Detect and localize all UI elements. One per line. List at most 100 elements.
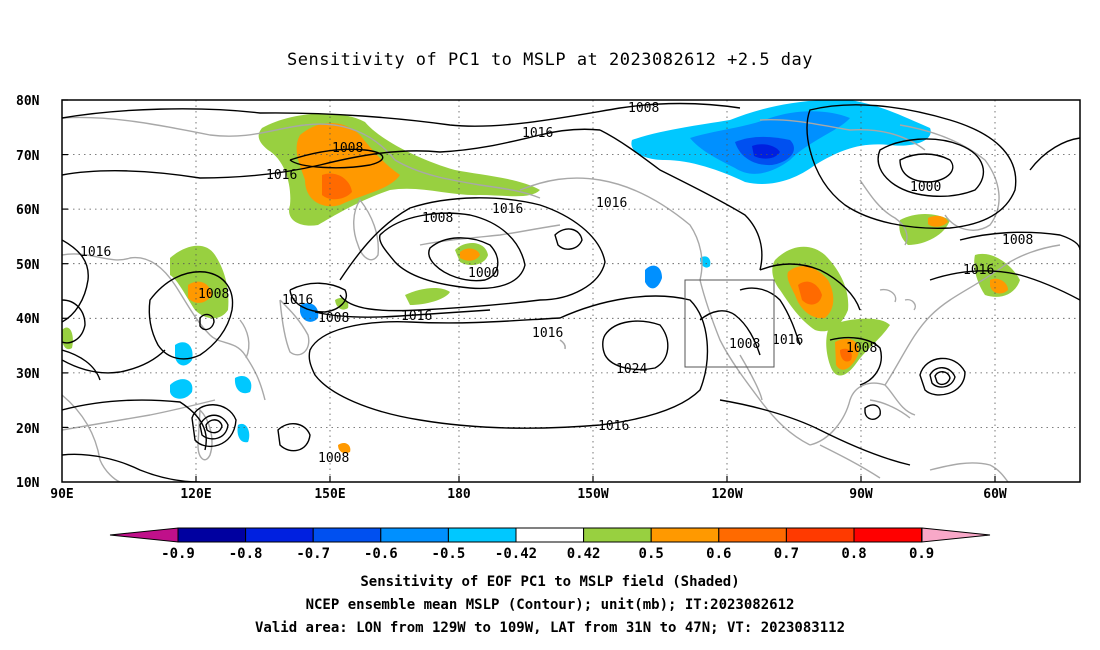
lat-label: 80N xyxy=(16,94,40,109)
contour-gulf-1008 xyxy=(829,336,882,386)
contour-label: 1008 xyxy=(318,311,349,326)
contour-label: 1016 xyxy=(266,168,297,183)
shaded-sensitivity xyxy=(62,100,1020,454)
contour-label: 1016 xyxy=(532,326,563,341)
shade-taiwan-blue xyxy=(234,375,252,394)
contour-label: 1016 xyxy=(963,263,994,278)
colorbar-label: -0.7 xyxy=(296,546,330,562)
lat-label: 50N xyxy=(16,258,40,273)
shade-atl-green xyxy=(974,253,1020,297)
contour-atl-low-b xyxy=(934,371,951,386)
contour-label: 1008 xyxy=(1002,233,1033,248)
contour-ph-low-b xyxy=(205,419,223,434)
lat-label: 20N xyxy=(16,422,40,437)
contour-west-b xyxy=(62,349,101,381)
contour-label: 1008 xyxy=(628,101,659,116)
contour-sw-1008 xyxy=(699,310,761,356)
colorbar-swatch xyxy=(312,527,382,543)
coast-china-south xyxy=(62,399,216,431)
mslp-contours xyxy=(62,102,1080,482)
contour-lab-1000 xyxy=(877,138,985,198)
lon-label: 180 xyxy=(447,487,471,502)
coast-central-america xyxy=(819,444,881,479)
contour-ne-atl xyxy=(1029,137,1080,171)
contour-label: 1016 xyxy=(282,293,313,308)
shade-na-orange2 xyxy=(798,281,822,305)
shade-arctic-darkest xyxy=(752,144,780,159)
colorbar: -0.9 -0.8 -0.7 -0.6 -0.5 -0.42 0.42 0.5 0.6 0.7 0.… xyxy=(109,527,991,562)
shade-ph-blue xyxy=(237,423,250,443)
coast-arctic-islands xyxy=(759,118,926,151)
lon-label: 120W xyxy=(711,487,742,502)
lat-label: 10N xyxy=(16,476,40,491)
coast-greenland xyxy=(899,124,1000,231)
contour-label: 1016 xyxy=(772,333,803,348)
contour-label: 1024 xyxy=(616,362,647,377)
contour-atl-1016 xyxy=(929,270,1080,301)
coast-asia-east xyxy=(62,253,266,401)
contour-aleut-1016 xyxy=(339,197,606,312)
contour-label: 1008 xyxy=(729,337,760,352)
footer-line-2: NCEP ensemble mean MSLP (Contour); unit(… xyxy=(305,597,795,613)
lat-label: 40N xyxy=(16,312,40,327)
contour-label: 1016 xyxy=(596,196,627,211)
colorbar-label: 0.6 xyxy=(706,546,731,562)
shade-china-blue xyxy=(175,342,193,366)
contour-label: 1008 xyxy=(318,451,349,466)
colorbar-swatch xyxy=(853,527,923,543)
colorbar-swatch xyxy=(380,527,449,543)
shade-atl-orange xyxy=(990,278,1008,294)
colorbar-swatch xyxy=(245,527,314,543)
shade-gulf-red xyxy=(840,348,852,362)
contour-atl-low-c xyxy=(919,357,966,396)
contour-japan-1008 xyxy=(314,309,491,318)
colorbar-label: 0.8 xyxy=(841,546,866,562)
contour-ph-low-c xyxy=(191,404,237,448)
contour-label: 1016 xyxy=(401,309,432,324)
lat-label: 60N xyxy=(16,203,40,218)
colorbar-swatch xyxy=(515,527,585,543)
coast-kamchatka xyxy=(353,198,379,261)
contour-lab-1000b xyxy=(899,153,954,183)
coast-indochina xyxy=(62,394,121,482)
contour-na-1016 xyxy=(759,263,861,311)
contour-lab-outer xyxy=(806,104,1017,229)
colorbar-label: -0.5 xyxy=(432,546,466,562)
contour-w-trop-a xyxy=(62,349,166,374)
lat-label: 30N xyxy=(16,367,40,382)
contour-arctic-1008 xyxy=(62,102,741,127)
colorbar-label: -0.42 xyxy=(495,546,537,562)
contour-west-a xyxy=(62,299,86,344)
colorbar-label: 0.42 xyxy=(567,546,601,562)
colorbar-label: -0.8 xyxy=(229,546,263,562)
colorbar-swatch xyxy=(650,527,720,543)
contour-aleut-1000 xyxy=(428,237,499,282)
contour-label: 1016 xyxy=(522,126,553,141)
contour-label: 1008 xyxy=(422,211,453,226)
colorbar-label: -0.9 xyxy=(161,546,195,562)
contour-label: 1000 xyxy=(910,180,941,195)
contour-trop-1008 xyxy=(62,453,201,482)
contour-alaska-low xyxy=(554,228,583,250)
contour-ph-low-a xyxy=(199,414,229,440)
contour-trop-east xyxy=(719,399,911,466)
contour-atl-low-a xyxy=(929,367,956,388)
shade-siberia-orange2 xyxy=(322,173,352,200)
lon-label: 150W xyxy=(577,487,608,502)
coast-cuba xyxy=(869,399,911,419)
contour-siberia-1008 xyxy=(289,148,384,169)
lon-labels: 90E 120E 150E 180 150W 120W 90W 60W xyxy=(50,487,1007,502)
colorbar-low-triangle xyxy=(109,527,179,543)
contour-siberia-1016 xyxy=(62,128,601,179)
contour-china-inner xyxy=(199,313,215,331)
contour-gulf-1016 xyxy=(599,129,763,271)
colorbar-swatch xyxy=(177,527,247,543)
lon-label: 120E xyxy=(180,487,211,502)
lon-label: 90W xyxy=(849,487,873,502)
shade-trop-orange xyxy=(338,442,351,454)
contour-gulf-closed xyxy=(864,404,881,420)
shade-w-green xyxy=(62,327,73,350)
contour-label: 1000 xyxy=(468,266,499,281)
coast-south-america xyxy=(929,462,1009,482)
contour-label: 1008 xyxy=(198,287,229,302)
